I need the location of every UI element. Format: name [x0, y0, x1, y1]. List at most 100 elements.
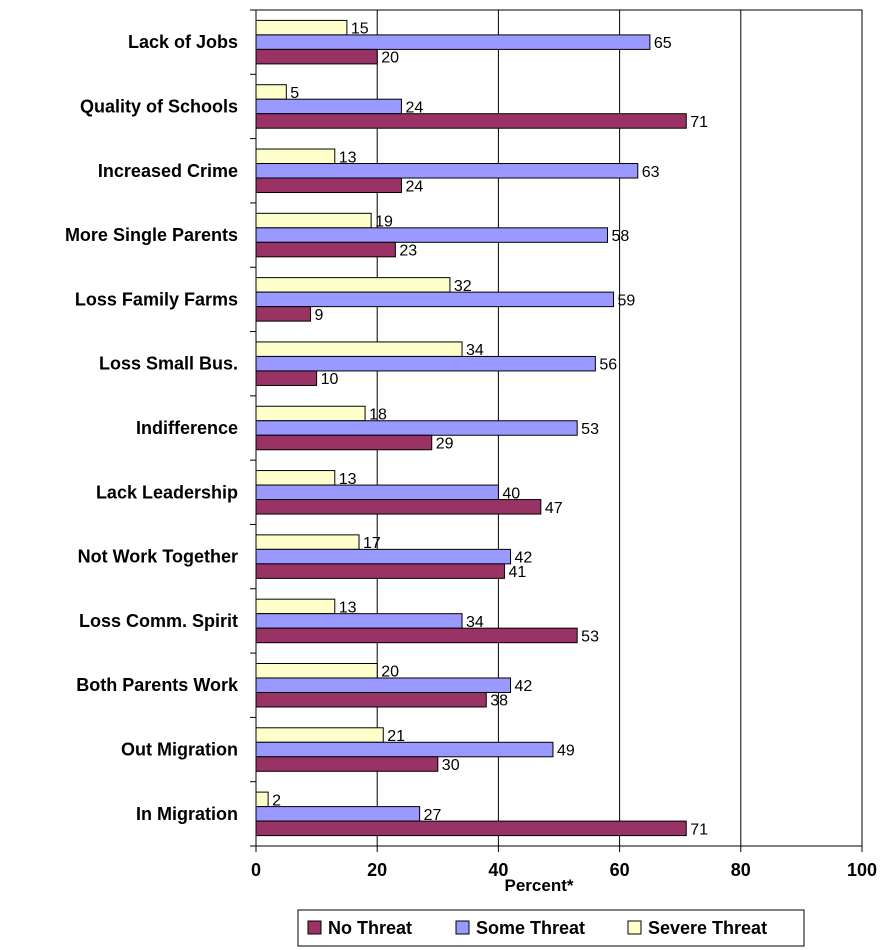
data-label: 19 — [375, 214, 393, 231]
bars — [255, 19, 687, 837]
data-label: 18 — [369, 407, 387, 424]
data-label: 42 — [515, 550, 533, 567]
bar-no-threat — [255, 499, 542, 515]
data-label: 13 — [339, 471, 357, 488]
legend-swatch — [455, 920, 470, 935]
data-label: 24 — [405, 178, 423, 195]
bar-severe-threat — [255, 470, 336, 486]
data-label: 34 — [466, 614, 484, 631]
category-labels: Lack of Jobs Quality of Schools Increased … — [65, 32, 239, 824]
x-tick-label: 0 — [251, 860, 261, 880]
data-label: 21 — [387, 728, 405, 745]
data-label: 20 — [381, 50, 399, 67]
legend-label: Some Threat — [476, 918, 585, 938]
bar-severe-threat — [255, 534, 360, 550]
bar-no-threat — [255, 48, 378, 65]
data-label: 49 — [557, 743, 575, 760]
data-label: 42 — [515, 678, 533, 695]
data-label: 23 — [399, 243, 417, 260]
category-label: Quality of Schools — [80, 96, 238, 116]
data-label: 17 — [363, 535, 381, 552]
category-label: Indifference — [136, 418, 238, 438]
data-label: 34 — [466, 342, 484, 359]
data-label: 56 — [599, 357, 617, 374]
data-label: 38 — [490, 693, 508, 710]
data-label: 10 — [321, 371, 339, 388]
bar-severe-threat — [255, 405, 366, 422]
legend-label: No Threat — [328, 918, 412, 938]
data-label: 5 — [290, 85, 299, 102]
legend: No Threat Some Threat Severe Threat — [297, 909, 805, 947]
bar-severe-threat — [255, 148, 336, 165]
x-tick-label: 60 — [610, 860, 630, 880]
x-axis-label: Percent* — [505, 876, 574, 895]
x-tick-label: 40 — [488, 860, 508, 880]
data-label: 27 — [424, 807, 442, 824]
data-label: 63 — [642, 164, 660, 181]
data-label: 9 — [315, 307, 324, 324]
bar-some-threat — [255, 355, 596, 372]
legend-swatch — [307, 920, 322, 935]
bar-some-threat — [255, 291, 615, 308]
x-axis-ticks: 0 20 40 60 80 100 — [251, 846, 877, 880]
data-label: 40 — [502, 485, 520, 502]
bar-no-threat — [255, 756, 439, 772]
legend-label: Severe Threat — [648, 918, 767, 938]
category-label: Both Parents Work — [76, 675, 239, 695]
bar-no-threat — [255, 434, 433, 451]
data-label: 71 — [690, 821, 708, 838]
bar-some-threat — [255, 484, 499, 501]
bar-no-threat — [255, 691, 487, 708]
category-label: More Single Parents — [65, 225, 238, 245]
category-label: Loss Small Bus. — [99, 354, 238, 374]
data-label: 13 — [339, 149, 357, 166]
data-label: 2 — [272, 792, 281, 809]
bar-severe-threat — [255, 662, 378, 679]
category-label: Lack of Jobs — [128, 32, 238, 52]
bar-no-threat — [255, 627, 578, 644]
data-label: 29 — [436, 436, 454, 453]
data-label: 32 — [454, 278, 472, 295]
data-label: 47 — [545, 500, 563, 517]
data-labels: 15 65 20 5 24 71 13 63 24 19 58 23 32 59 9 34 56 10 18 53 29… — [272, 21, 708, 839]
data-label: 30 — [442, 757, 460, 774]
category-label: In Migration — [136, 804, 238, 824]
bar-severe-threat — [255, 341, 463, 357]
bar-no-threat — [255, 370, 318, 386]
bar-severe-threat — [255, 277, 451, 293]
bar-some-threat — [255, 98, 402, 115]
data-label: 58 — [611, 228, 629, 245]
bar-some-threat — [255, 613, 463, 629]
bar-severe-threat — [255, 84, 287, 100]
bar-some-threat — [255, 34, 651, 50]
data-label: 59 — [618, 292, 636, 309]
bar-some-threat — [255, 163, 639, 179]
data-label: 65 — [654, 35, 672, 52]
bar-severe-threat — [255, 19, 348, 36]
bar-severe-threat — [255, 212, 372, 229]
data-label: 13 — [339, 599, 357, 616]
data-label: 20 — [381, 664, 399, 681]
bar-some-threat — [255, 548, 512, 565]
bar-no-threat — [255, 563, 505, 579]
data-label: 41 — [508, 564, 526, 581]
bar-some-threat — [255, 420, 578, 436]
bar-no-threat — [255, 241, 396, 258]
data-label: 24 — [405, 99, 423, 116]
x-tick-label: 80 — [731, 860, 751, 880]
category-label: Increased Crime — [98, 161, 238, 181]
bar-no-threat — [255, 113, 687, 129]
bar-no-threat — [255, 820, 687, 837]
bar-severe-threat — [255, 598, 336, 615]
legend-box — [297, 909, 805, 947]
category-label: Lack Leadership — [96, 482, 238, 502]
data-label: 15 — [351, 21, 369, 38]
category-label: Not Work Together — [78, 547, 238, 567]
data-label: 53 — [581, 628, 599, 645]
x-tick-label: 20 — [367, 860, 387, 880]
x-tick-label: 100 — [847, 860, 877, 880]
data-label: 71 — [690, 114, 708, 131]
category-label: Out Migration — [121, 740, 238, 760]
category-label: Loss Comm. Spirit — [79, 611, 238, 631]
